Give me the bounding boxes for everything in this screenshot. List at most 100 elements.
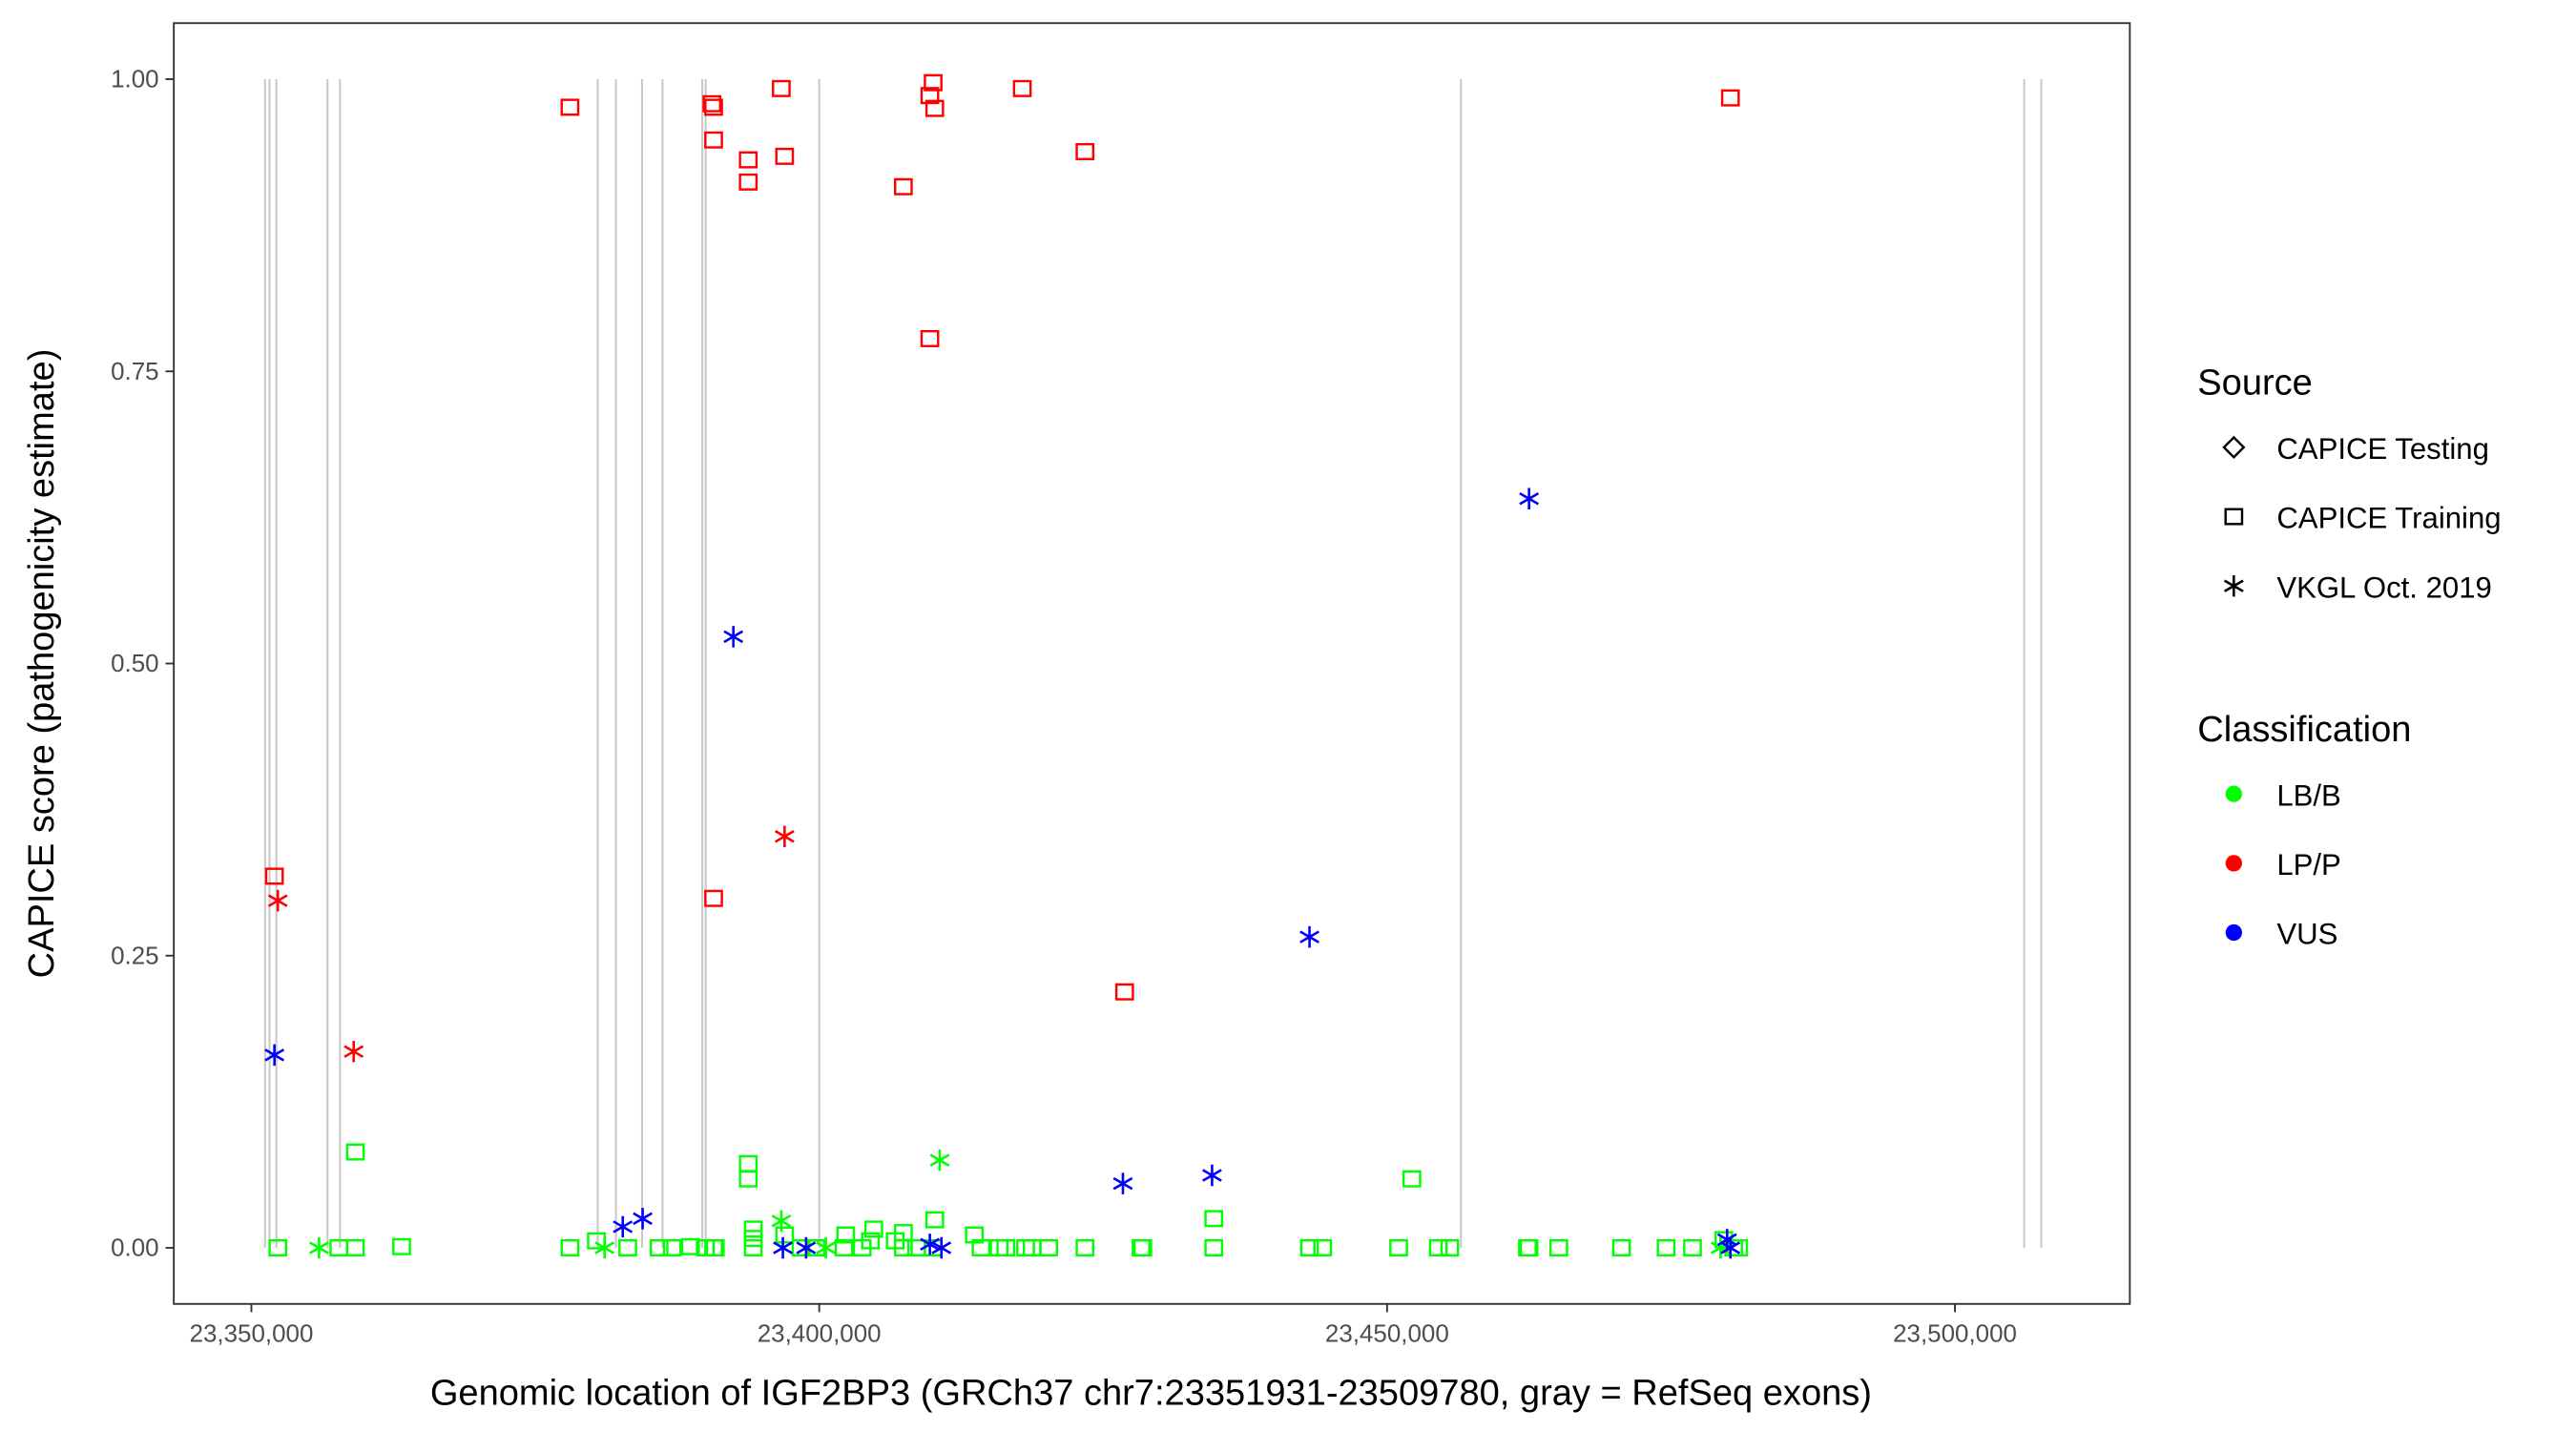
data-point (738, 1170, 758, 1188)
x-tick-label: 23,500,000 (1893, 1321, 2017, 1348)
data-point (1656, 1238, 1676, 1256)
data-point (1519, 1238, 1539, 1256)
data-point (996, 1238, 1016, 1256)
data-point (971, 1238, 991, 1256)
data-point (618, 1238, 637, 1256)
data-point (863, 1220, 883, 1238)
legend: Source CAPICE Testing CAPICE Training VKGL… (2197, 363, 2501, 950)
data-point (662, 1238, 682, 1256)
legend-source-label: VKGL Oct. 2019 (2276, 570, 2492, 604)
data-point (1519, 487, 1540, 510)
data-point (775, 1226, 795, 1244)
data-point (796, 1236, 817, 1259)
x-tick-label: 23,450,000 (1325, 1321, 1449, 1348)
data-point (309, 1236, 329, 1259)
x-tick-label: 23,400,000 (758, 1321, 882, 1348)
data-point (680, 1237, 700, 1255)
data-point (343, 1040, 364, 1063)
data-point (1204, 1238, 1224, 1256)
data-point (920, 87, 940, 105)
legend-classification-label: LP/P (2276, 848, 2340, 881)
x-tick-label: 23,350,000 (190, 1321, 314, 1348)
data-point (894, 1238, 913, 1256)
data-point (1440, 1238, 1460, 1256)
data-point (704, 889, 723, 907)
data-point (1402, 1170, 1422, 1188)
data-point (1683, 1238, 1702, 1256)
data-point (775, 147, 795, 165)
data-point (268, 1238, 288, 1256)
data-point (560, 1238, 580, 1256)
y-tick-label: 1.00 (111, 67, 158, 93)
data-point (1112, 1172, 1133, 1194)
x-axis-title: Genomic location of IGF2BP3 (GRCh37 chr7… (430, 1373, 1872, 1413)
data-point (1202, 1164, 1222, 1187)
data-point (894, 177, 913, 196)
data-point (702, 94, 722, 113)
legend-square-icon (2224, 508, 2244, 526)
plot-panel (173, 22, 2131, 1305)
data-point (924, 1211, 945, 1229)
data-point (704, 98, 723, 116)
data-point (861, 1232, 881, 1250)
data-point (920, 1234, 940, 1255)
data-point (560, 98, 580, 116)
data-point (723, 626, 744, 648)
data-point (773, 1236, 793, 1259)
y-tick-label: 0.25 (111, 943, 158, 969)
data-point (594, 1236, 615, 1259)
legend-color-dot-icon (2225, 855, 2242, 872)
data-point (705, 1238, 725, 1256)
data-point (1204, 1210, 1224, 1228)
exon-lines (263, 79, 2043, 1248)
data-point (836, 1226, 856, 1244)
data-point (1012, 79, 1032, 97)
data-point (633, 1208, 653, 1230)
legend-diamond-icon (2222, 435, 2246, 459)
data-point (1389, 1238, 1408, 1256)
data-point (613, 1215, 634, 1238)
data-point (1428, 1238, 1448, 1256)
axes: 0.00 0.25 0.50 0.75 1.00 23,350,000 23,400,000… (111, 67, 2017, 1348)
data-point (1720, 89, 1740, 107)
y-tick-label: 0.50 (111, 651, 158, 677)
data-point (743, 1230, 763, 1248)
legend-classification-label: LB/B (2276, 778, 2340, 812)
data-point (743, 1220, 763, 1238)
data-point (1720, 1236, 1741, 1259)
data-point (1548, 1238, 1568, 1256)
data-point (1313, 1238, 1333, 1256)
data-point (920, 329, 940, 347)
data-point (392, 1237, 411, 1255)
data-point (772, 79, 791, 97)
data-point (743, 1238, 763, 1256)
data-point (1075, 142, 1095, 160)
data-point (704, 131, 723, 149)
data-point (791, 1238, 811, 1256)
legend-source-label: CAPICE Training (2276, 502, 2501, 535)
data-point (649, 1238, 669, 1256)
data-point (345, 1238, 365, 1256)
data-point (738, 151, 758, 169)
data-point (1039, 1238, 1058, 1256)
legend-color-dot-icon (2225, 785, 2242, 802)
data-point (345, 1143, 365, 1161)
data-point (1114, 983, 1134, 1001)
data-point (1299, 1238, 1319, 1256)
legend-source-title: Source (2197, 363, 2313, 403)
data-point (267, 889, 288, 912)
data-point (1611, 1238, 1631, 1256)
legend-classification-label: VUS (2276, 918, 2337, 951)
y-tick-label: 0.75 (111, 359, 158, 385)
data-point (965, 1226, 985, 1244)
data-point (1132, 1238, 1153, 1256)
data-point (924, 73, 943, 92)
data-point (929, 1149, 950, 1172)
data-point (774, 825, 795, 848)
y-tick-label: 0.00 (111, 1235, 158, 1262)
data-point (1299, 925, 1319, 948)
legend-classification-title: Classification (2197, 710, 2411, 750)
legend-source-label: CAPICE Testing (2276, 432, 2489, 466)
data-point (264, 867, 284, 885)
